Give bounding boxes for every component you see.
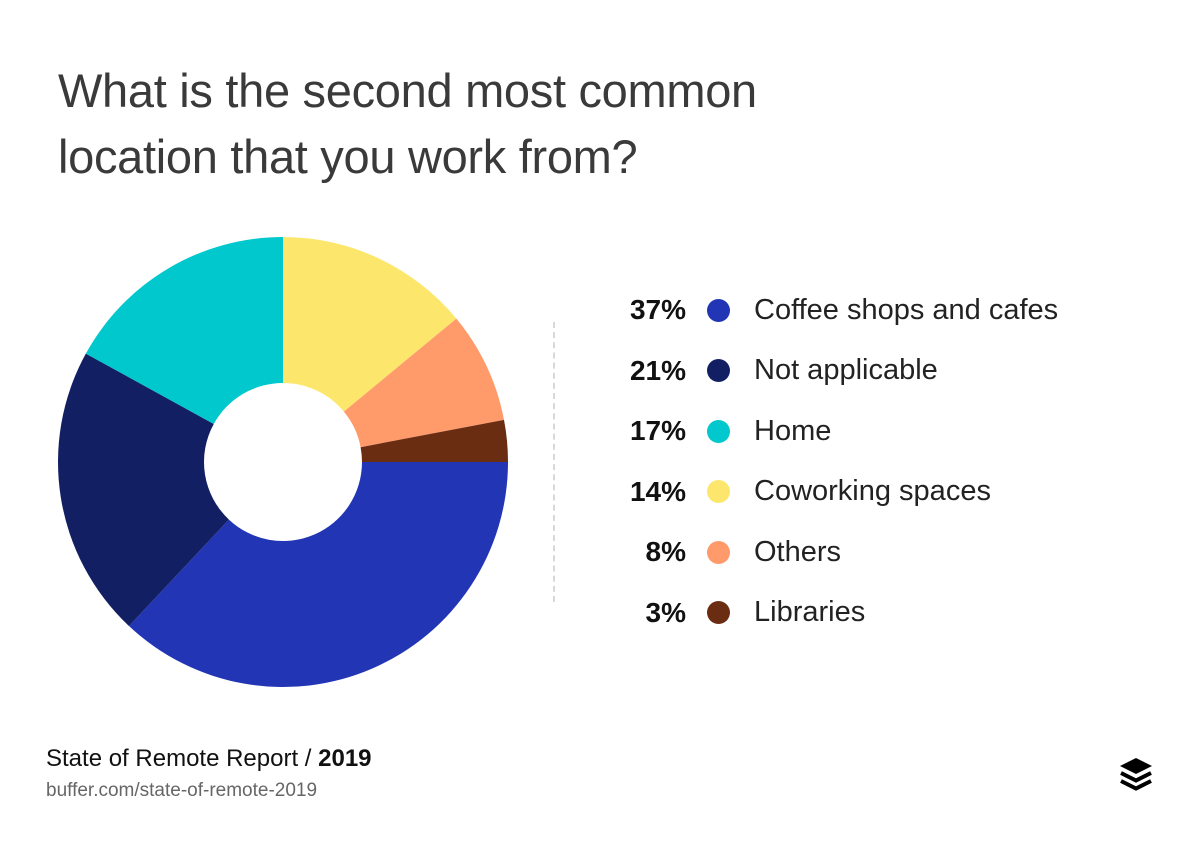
source-label: State of Remote Report / 2019	[46, 745, 372, 773]
legend-percent: 21%	[629, 354, 686, 386]
slice-home	[85, 237, 283, 424]
slice-coworking-spaces	[283, 237, 457, 412]
donut-chart	[58, 237, 508, 687]
source-text: State of Remote Report /	[46, 745, 319, 772]
legend-color-dot	[707, 540, 730, 564]
slice-not-applicable	[58, 353, 229, 627]
legend-label: Coworking spaces	[754, 475, 991, 507]
divider	[553, 322, 555, 602]
legend-percent: 8%	[645, 536, 686, 567]
legend-label: Others	[754, 535, 842, 568]
source-url: buffer.com/state-of-remote-2019	[46, 780, 318, 801]
legend-percent: 3%	[645, 596, 686, 628]
legend-color-dot	[707, 359, 730, 382]
legend-item: 8% Others	[600, 522, 1160, 582]
chart-title: What is the second most common location …	[58, 58, 757, 190]
legend-percent: 17%	[629, 415, 686, 446]
slice-libraries	[360, 419, 508, 462]
legend-color-dot	[707, 419, 730, 443]
legend-item: 14% Coworking spaces	[600, 462, 1160, 522]
legend-label: Coffee shops and cafes	[754, 293, 1059, 326]
legend-color-dot	[707, 298, 730, 322]
title-line-1: What is the second most common	[58, 64, 757, 117]
legend-label: Libraries	[754, 596, 866, 628]
legend-item: 17% Home	[600, 401, 1160, 461]
legend-color-dot	[707, 480, 730, 503]
slice-coffee-shops-and-cafes	[128, 462, 508, 687]
legend-item: 21% Not applicable	[600, 341, 1160, 401]
legend-item: 37% Coffee shops and cafes	[600, 280, 1160, 340]
legend-label: Home	[754, 414, 832, 447]
legend-label: Not applicable	[754, 354, 938, 386]
buffer-stack-icon	[1120, 758, 1152, 791]
source-year: 2019	[318, 745, 372, 772]
legend-percent: 37%	[629, 294, 686, 325]
legend-item: 3% Libraries	[600, 583, 1160, 643]
legend-color-dot	[707, 601, 730, 624]
legend-percent: 14%	[629, 475, 686, 507]
slice-others	[343, 318, 505, 448]
title-line-2: location that you work from?	[58, 130, 638, 183]
